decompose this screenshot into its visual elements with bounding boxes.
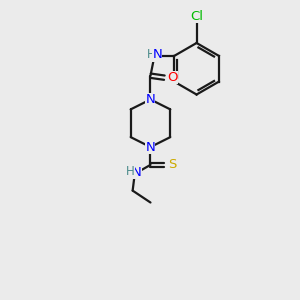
Text: S: S (168, 158, 176, 171)
Text: N: N (146, 93, 155, 106)
Text: N: N (146, 140, 155, 154)
Text: N: N (152, 48, 162, 62)
Text: O: O (167, 71, 178, 84)
Text: H: H (147, 48, 156, 62)
Text: H: H (126, 165, 135, 178)
Text: N: N (132, 166, 142, 179)
Text: Cl: Cl (190, 10, 203, 23)
